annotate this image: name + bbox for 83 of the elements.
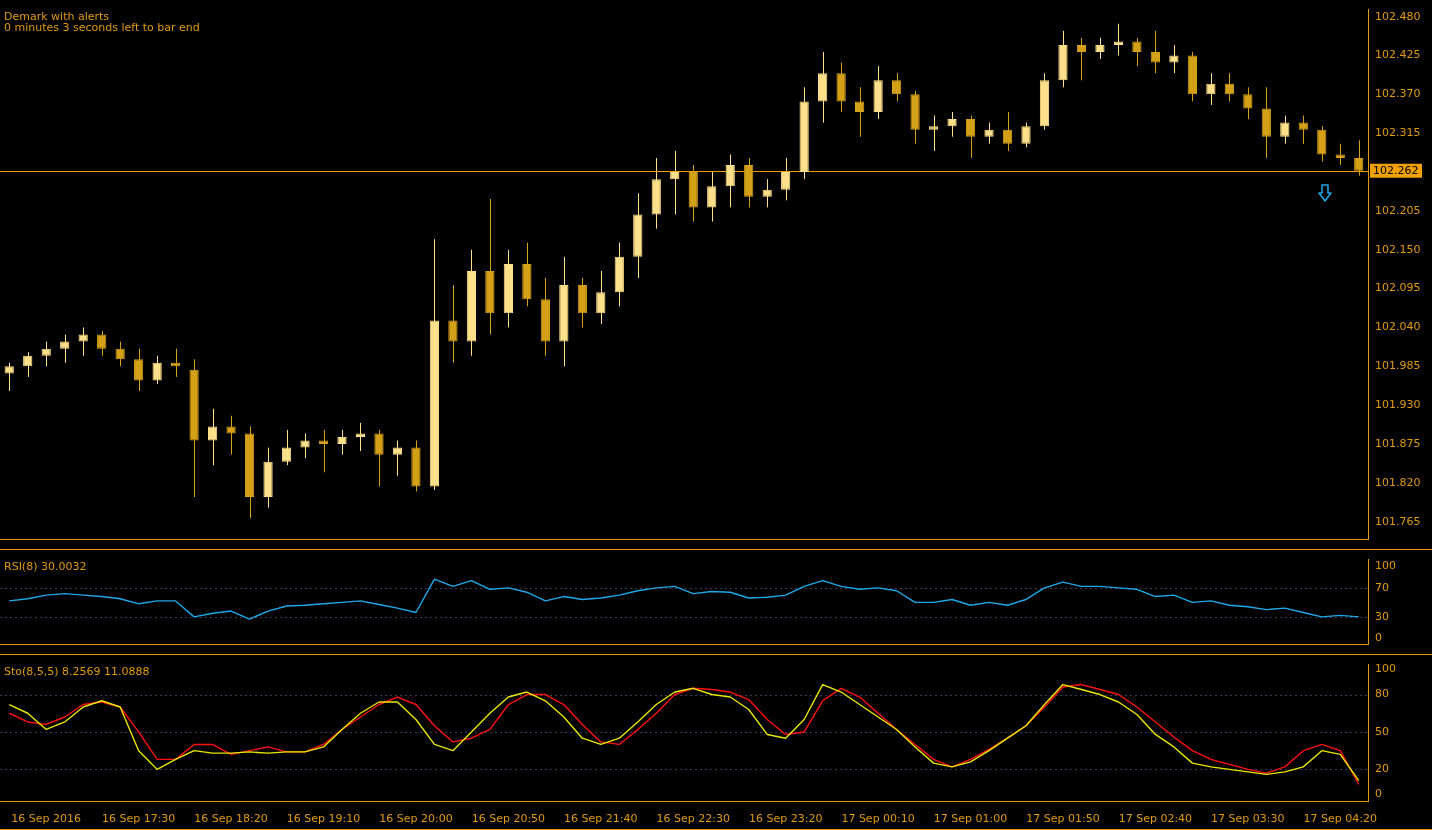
candlestick [226, 415, 236, 456]
y-tick-label: 70 [1375, 580, 1389, 594]
y-tick-label: 101.985 [1375, 359, 1421, 373]
y-tick-label: 102.315 [1375, 126, 1421, 140]
y-tick-label: 102.150 [1375, 242, 1421, 256]
candlestick [134, 348, 144, 392]
chart-title: RSI(8) 30.0032 [4, 559, 87, 573]
candlestick [1095, 37, 1105, 60]
candlestick [355, 422, 366, 452]
candlestick [1113, 23, 1124, 57]
y-tick-label: 101.820 [1375, 475, 1421, 489]
y-tick-label: 102.205 [1375, 203, 1421, 217]
candlestick [41, 341, 51, 367]
x-tick-label: 17 Sep 00:10 [841, 812, 915, 826]
candlestick [1206, 72, 1216, 106]
candlestick [1280, 115, 1290, 145]
ref-line-label: 102.262 [1373, 163, 1419, 177]
x-tick-label: 17 Sep 04:20 [1303, 812, 1377, 826]
candlestick [374, 429, 384, 487]
y-tick-label: 101.765 [1375, 514, 1421, 528]
candlestick [1150, 30, 1161, 74]
candlestick [725, 153, 735, 208]
y-tick-label: 102.095 [1375, 281, 1421, 295]
annotation: 0 minutes 3 seconds left to bar end [4, 20, 200, 34]
candlestick [300, 432, 310, 459]
chart-title: Sto(8,5,5) 8.2569 11.0888 [4, 664, 150, 678]
candlestick [1076, 37, 1087, 81]
candlestick [23, 351, 33, 378]
candlestick [965, 115, 976, 159]
y-tick-label: 100 [1375, 662, 1396, 676]
candlestick [448, 284, 458, 364]
candlestick [152, 355, 162, 385]
x-tick-label: 16 Sep 22:30 [656, 812, 730, 826]
y-tick-label: 102.370 [1375, 87, 1421, 101]
y-tick-label: 102.040 [1375, 320, 1421, 334]
x-tick-label: 16 Sep 20:00 [379, 812, 453, 826]
y-tick-label: 0 [1375, 787, 1382, 801]
candlestick [1169, 44, 1179, 74]
y-tick-label: 100 [1375, 558, 1396, 572]
candlestick [855, 86, 865, 138]
y-tick-label: 50 [1375, 724, 1389, 738]
candlestick [1243, 86, 1253, 120]
candlestick [1021, 122, 1031, 148]
candlestick [60, 334, 70, 364]
x-tick-label: 17 Sep 01:00 [933, 812, 1008, 826]
y-tick-label: 0 [1375, 631, 1382, 645]
x-tick-label: 16 Sep 23:20 [748, 812, 823, 826]
y-tick-label: 20 [1375, 762, 1389, 776]
candlestick [984, 122, 994, 145]
candlestick [207, 408, 218, 466]
candlestick [1132, 37, 1142, 67]
x-tick-label: 17 Sep 03:30 [1211, 812, 1285, 826]
x-tick-label: 16 Sep 19:10 [286, 812, 361, 826]
x-tick-label: 17 Sep 01:50 [1026, 812, 1100, 826]
candlestick [928, 115, 939, 152]
candlestick [337, 429, 347, 456]
x-tick-label: 16 Sep 18:20 [194, 812, 268, 826]
candlestick [1335, 143, 1345, 166]
candlestick [1317, 125, 1327, 162]
candlestick [78, 326, 88, 357]
annotation: Demark with alerts [4, 9, 110, 23]
y-tick-label: 102.480 [1375, 9, 1421, 23]
candlestick [762, 178, 772, 208]
candlestick [4, 362, 14, 392]
candlestick [1298, 115, 1308, 145]
candlestick [781, 157, 791, 201]
candlestick [115, 341, 125, 367]
x-tick-label: 16 Sep 20:50 [471, 812, 546, 826]
candlestick [947, 111, 957, 138]
y-tick-label: 101.930 [1375, 398, 1421, 412]
candlestick [1224, 72, 1234, 102]
x-tick-label: 16 Sep 17:30 [101, 812, 176, 826]
y-tick-label: 102.425 [1375, 48, 1421, 62]
candlestick [596, 270, 606, 325]
x-tick-label: 16 Sep 21:40 [564, 812, 638, 826]
x-tick-label: 17 Sep 02:40 [1118, 812, 1193, 826]
y-tick-label: 80 [1375, 687, 1389, 701]
candlestick [670, 150, 680, 215]
candlestick [707, 171, 717, 223]
y-tick-label: 30 [1375, 609, 1389, 623]
x-tick-label: 16 Sep 2016 [11, 812, 82, 826]
candlestick [392, 440, 403, 477]
y-tick-label: 101.875 [1375, 436, 1421, 450]
